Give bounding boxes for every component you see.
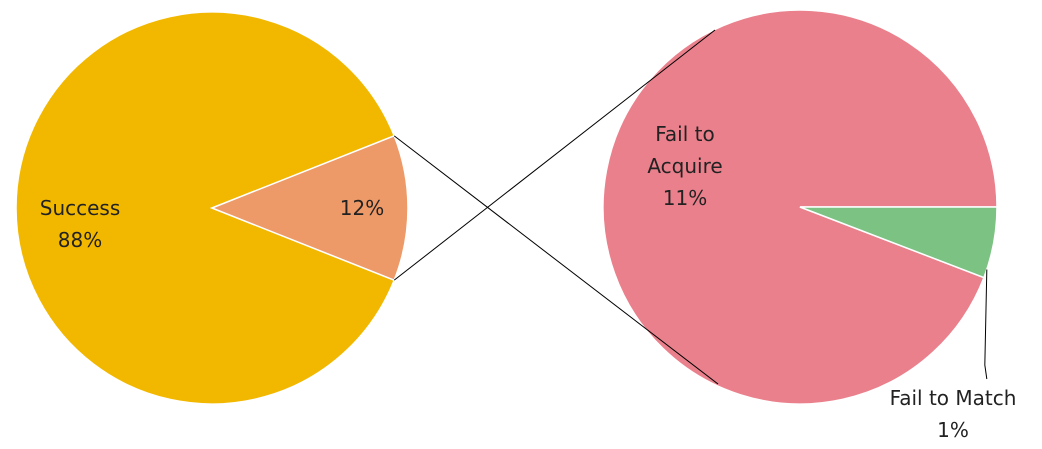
pie-slice: [209, 134, 409, 282]
leader-line: [984, 269, 988, 380]
pie-slice: [15, 11, 396, 405]
category-label: Fail to Match: [889, 386, 1017, 410]
slice-label: Fail to Acquire 11%: [630, 118, 740, 214]
connector-line: [393, 135, 719, 385]
value-label: 12%: [339, 196, 385, 220]
slice-label: 12%: [340, 192, 384, 224]
value-label: 1%: [937, 418, 969, 442]
connector-line: [393, 29, 716, 281]
value-label: 88%: [57, 228, 103, 252]
category-label: Success: [39, 196, 121, 220]
slice-label: Success 88%: [40, 192, 121, 256]
pie-slice: [799, 206, 998, 279]
category-label: Fail to Acquire: [647, 122, 723, 178]
value-label: 11%: [662, 186, 708, 210]
slice-label: Fail to Match 1%: [890, 382, 1017, 446]
